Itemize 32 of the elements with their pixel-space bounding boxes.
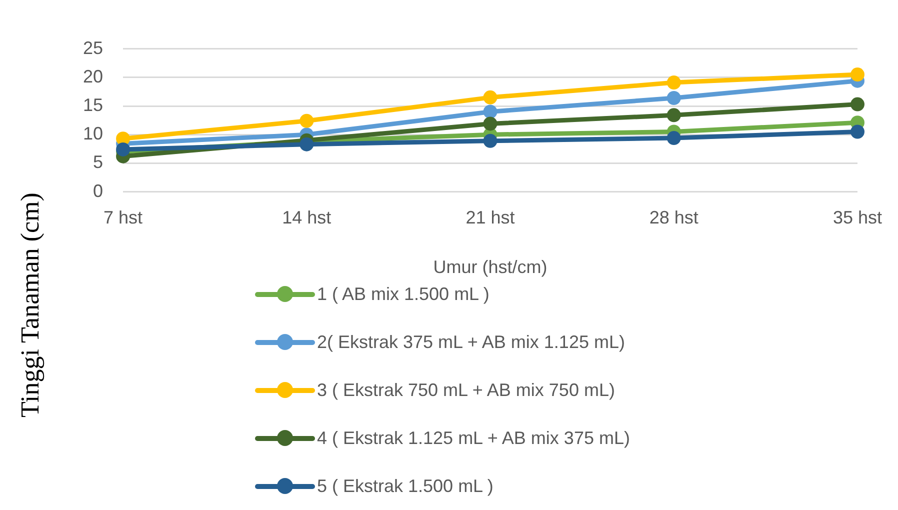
point <box>483 116 498 131</box>
point <box>300 114 314 128</box>
legend-label: 4 ( Ekstrak 1.125 mL + AB mix 375 mL) <box>317 428 630 448</box>
point <box>300 137 314 152</box>
y-tick-label: 15 <box>82 94 104 115</box>
point <box>116 142 130 156</box>
point <box>850 97 864 112</box>
x-tick-label: 35 hst <box>832 208 882 228</box>
y-axis-title: Tinggi Tanaman (cm) <box>15 192 45 418</box>
legend-label: 5 ( Ekstrak 1.500 mL ) <box>317 476 494 496</box>
point <box>483 90 498 104</box>
y-tick-label: 20 <box>82 66 104 86</box>
y-tick-label: 5 <box>93 152 104 172</box>
x-tick-label: 14 hst <box>282 208 332 228</box>
point <box>666 131 681 146</box>
point <box>666 76 681 90</box>
point <box>483 134 498 148</box>
legend-label: 3 ( Ekstrak 750 mL + AB mix 750 mL) <box>317 380 615 400</box>
x-tick-label: 28 hst <box>649 208 698 228</box>
point <box>483 104 498 119</box>
point <box>850 68 864 82</box>
y-tick-label: 25 <box>82 38 104 58</box>
x-tick-label: 21 hst <box>466 208 515 228</box>
point <box>850 124 864 139</box>
x-tick-label: 7 hst <box>104 208 143 228</box>
point <box>666 108 681 122</box>
point <box>666 90 681 105</box>
legend-label: 1 ( AB mix 1.500 mL ) <box>317 284 490 304</box>
x-axis-title: Umur (hst/cm) <box>433 257 548 278</box>
legend-label: 2( Ekstrak 375 mL + AB mix 1.125 mL) <box>317 332 625 352</box>
y-tick-label: 10 <box>82 124 104 144</box>
y-tick-label: 0 <box>93 180 104 201</box>
